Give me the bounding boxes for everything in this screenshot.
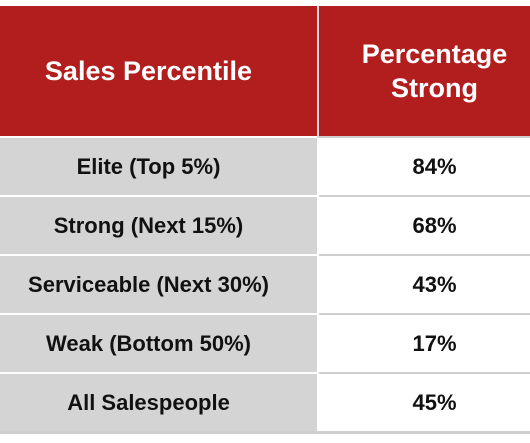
header-percentage-strong-line1: Percentage [361, 39, 508, 69]
table-row: Weak (Bottom 50%) 17% [0, 313, 530, 373]
row-percentile: Elite (Top 5%) [0, 136, 319, 196]
row-percentage-strong: 45% [318, 372, 530, 434]
header-percentage-strong: Percentage Strong [318, 6, 530, 137]
table-row: Strong (Next 15%) 68% [0, 195, 530, 255]
row-percentile: Strong (Next 15%) [0, 195, 319, 255]
table-row: Elite (Top 5%) 84% [0, 136, 530, 196]
sales-percentile-table: Sales Percentile Percentage Strong Elite… [0, 6, 530, 434]
table-header-row: Sales Percentile Percentage Strong [0, 6, 530, 137]
header-percentage-strong-line2: Strong [391, 73, 478, 103]
table-row: Serviceable (Next 30%) 43% [0, 254, 530, 314]
row-percentage-strong: 84% [318, 136, 530, 196]
row-percentage-strong: 17% [318, 313, 530, 373]
table-row: All Salespeople 45% [0, 372, 530, 434]
header-sales-percentile-label: Sales Percentile [44, 56, 253, 86]
row-percentile: All Salespeople [0, 372, 319, 434]
row-percentile: Weak (Bottom 50%) [0, 313, 319, 373]
header-sales-percentile: Sales Percentile [0, 6, 319, 137]
row-percentage-strong: 43% [318, 254, 530, 314]
row-percentage-strong: 68% [318, 195, 530, 255]
row-percentile: Serviceable (Next 30%) [0, 254, 319, 314]
